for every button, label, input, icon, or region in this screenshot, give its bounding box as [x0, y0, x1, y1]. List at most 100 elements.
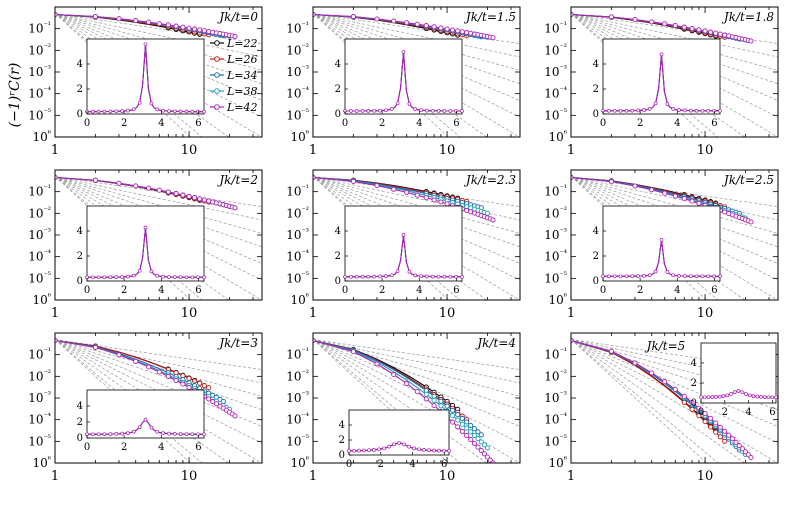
data-point	[438, 199, 444, 205]
x-tick-label: 10	[181, 306, 198, 321]
data-point	[475, 444, 481, 450]
inset-point	[630, 108, 635, 113]
inset: 0 2 4 6 0 2 4	[77, 38, 206, 129]
panel-2: 10⁶ 10⁻⁵ 10⁻⁴ 10⁻³ 10⁻² 10⁻¹ 1 10 Jk/t=1.5 0 2 4 6 0 2…	[286, 6, 521, 158]
reference-line	[55, 176, 262, 221]
data-point	[702, 410, 708, 417]
inset-point	[706, 274, 711, 279]
data-point	[201, 197, 207, 203]
reference-line	[571, 13, 778, 85]
data-point	[717, 424, 723, 430]
inset: 0 2 4 6 0 2 4	[335, 38, 464, 129]
inset-point	[190, 275, 195, 280]
y-tick-label: 10⁶	[291, 129, 310, 144]
data-point	[431, 197, 437, 203]
data-point	[722, 32, 728, 38]
y-tick-label: 10⁻²	[544, 205, 567, 220]
data-point	[146, 185, 152, 191]
inset-x-tick-label: 0	[346, 459, 352, 470]
x-tick-label: 10	[697, 469, 714, 484]
inset-point	[747, 393, 752, 398]
data-point	[431, 402, 437, 409]
inset-point	[721, 394, 726, 398]
x-tick-label: 1	[567, 469, 575, 484]
data-point	[608, 348, 614, 354]
panel-label: Jk/t=1.5	[463, 10, 516, 24]
data-point	[632, 360, 638, 366]
panel-label: Jk/t=4	[474, 336, 516, 350]
inset-point	[729, 392, 733, 396]
data-point	[649, 187, 655, 193]
x-tick-label: 10	[697, 143, 714, 158]
x-tick-label: 1	[567, 306, 575, 321]
inset-x-tick-label: 0	[698, 407, 704, 418]
inset-point	[642, 108, 646, 112]
inset-x-tick-label: 0	[342, 118, 348, 129]
inset-x-tick-label: 2	[637, 118, 643, 129]
inset-point	[665, 270, 670, 274]
data-point	[404, 189, 410, 195]
inset-point	[447, 448, 451, 453]
inset-x-tick-label: 4	[674, 285, 680, 296]
data-point	[455, 412, 461, 418]
inset-point	[366, 109, 371, 113]
inset-point	[202, 109, 206, 114]
data-point	[173, 191, 179, 197]
data-point	[201, 28, 207, 34]
data-point	[464, 419, 470, 425]
y-tick-label: 10⁶	[291, 292, 310, 307]
inset: 0 2 4 6 0 2 4	[339, 409, 451, 470]
x-tick-label: 1	[567, 143, 575, 158]
inset-point	[454, 274, 458, 279]
data-point	[696, 200, 702, 206]
inset-point	[432, 448, 436, 453]
data-point	[649, 19, 655, 25]
data-point	[438, 398, 444, 404]
inset-point	[347, 448, 351, 453]
inset-y-tick-label: 2	[335, 84, 341, 95]
y-tick-label: 10⁻⁴	[286, 412, 309, 427]
reference-line	[55, 339, 192, 463]
inset-point	[392, 442, 396, 447]
y-tick-label: 10⁻³	[286, 64, 309, 79]
inset-x-tick-label: 6	[453, 285, 459, 296]
inset-point	[630, 274, 635, 279]
data-point	[431, 393, 437, 399]
reference-line	[571, 176, 778, 234]
data-point	[742, 449, 748, 455]
y-tick-label: 10⁻¹	[286, 21, 309, 36]
data-point	[92, 13, 98, 20]
data-point	[173, 23, 179, 29]
inset-point	[389, 273, 394, 278]
y-tick-label: 10⁻⁵	[286, 107, 309, 122]
inset-point	[108, 432, 113, 436]
inset-x-tick-label: 4	[416, 285, 422, 296]
inset-point	[367, 448, 371, 453]
data-point	[133, 18, 139, 24]
inset-point	[712, 274, 716, 279]
data-point	[459, 415, 465, 421]
data-point	[450, 413, 456, 419]
inset-point	[167, 275, 171, 279]
data-point	[374, 16, 380, 22]
inset-point	[143, 225, 148, 230]
legend-marker-L=42	[214, 104, 220, 110]
legend: L=22 L=26 L=34 L=38 L=42	[210, 37, 258, 114]
inset-point	[448, 274, 453, 279]
inset-point	[137, 268, 142, 273]
inset-frame	[348, 409, 450, 456]
panel-6: 10⁶ 10⁻⁵ 10⁻⁴ 10⁻³ 10⁻² 10⁻¹ 1 10 Jk/t=2.5 0 2 4 6 0 2…	[544, 169, 779, 321]
inset-point	[401, 49, 406, 54]
inset-point	[607, 274, 611, 279]
data-point	[459, 428, 465, 434]
inset-point	[102, 275, 107, 280]
panel-4: 10⁶ 10⁻⁵ 10⁻⁴ 10⁻³ 10⁻² 10⁻¹ 1 10 Jk/t=2 0 2 4 6 0 2 4	[28, 169, 263, 321]
series-line-L=22	[313, 13, 458, 36]
data-point	[374, 183, 380, 189]
data-point	[450, 27, 456, 33]
inset-point	[378, 274, 382, 279]
data-point	[374, 361, 380, 367]
data-point	[197, 380, 203, 386]
reference-line	[313, 339, 450, 463]
y-tick-label: 10⁻²	[286, 368, 309, 383]
